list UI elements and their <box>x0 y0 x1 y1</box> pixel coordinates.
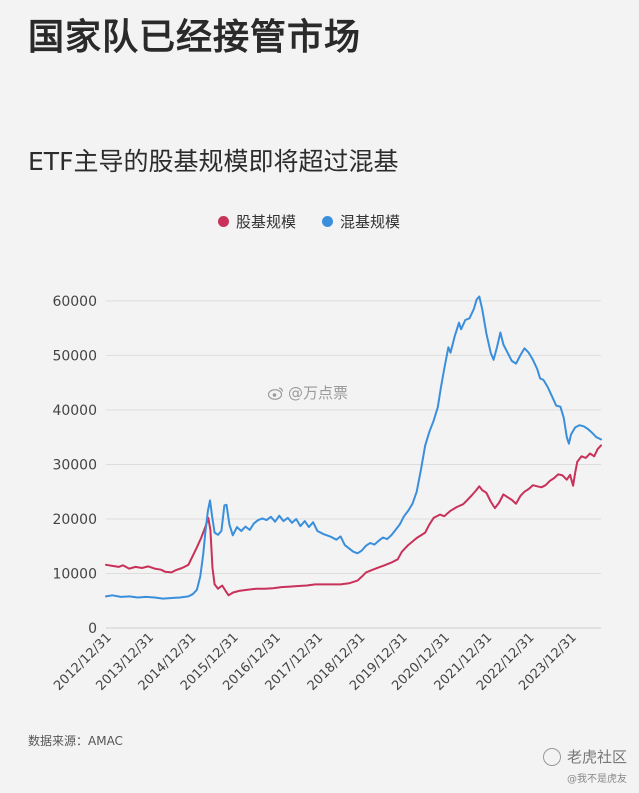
legend-item-mixed-fund: 混基规模 <box>322 211 400 232</box>
legend-dot-mixed-fund <box>322 216 334 227</box>
series-line-1 <box>105 295 602 600</box>
weibo-icon <box>268 386 284 400</box>
y-tick-label-40000: 40000 <box>52 403 97 419</box>
tiger-logo-icon <box>542 747 561 766</box>
weibo-watermark: @万点票 <box>268 382 348 403</box>
y-tick-label-10000: 10000 <box>52 566 97 582</box>
y-tick-label-0: 0 <box>88 621 97 637</box>
chart-legend: 股基规模 混基规模 <box>218 211 426 232</box>
y-tick-label-60000: 60000 <box>52 294 97 310</box>
legend-item-stock-fund: 股基规模 <box>218 211 296 232</box>
y-tick-label-30000: 30000 <box>52 457 97 473</box>
chart-title: ETF主导的股基规模即将超过混基 <box>28 147 399 176</box>
y-tick-label-50000: 50000 <box>52 348 97 364</box>
corner-logo: 老虎社区 <box>542 746 627 767</box>
source-note: 数据来源：AMAC <box>28 734 123 748</box>
legend-dot-stock-fund <box>218 216 229 227</box>
legend-label-stock-fund: 股基规模 <box>236 213 297 231</box>
legend-label-mixed-fund: 混基规模 <box>340 213 401 231</box>
watermark-text: @万点票 <box>288 384 349 402</box>
corner-logo-text: 老虎社区 <box>566 748 627 766</box>
corner-subtext: @我不是虎友 <box>567 774 627 785</box>
y-tick-label-20000: 20000 <box>52 512 97 528</box>
headline: 国家队已经接管市场 <box>28 17 362 58</box>
series-line-0 <box>105 444 602 597</box>
